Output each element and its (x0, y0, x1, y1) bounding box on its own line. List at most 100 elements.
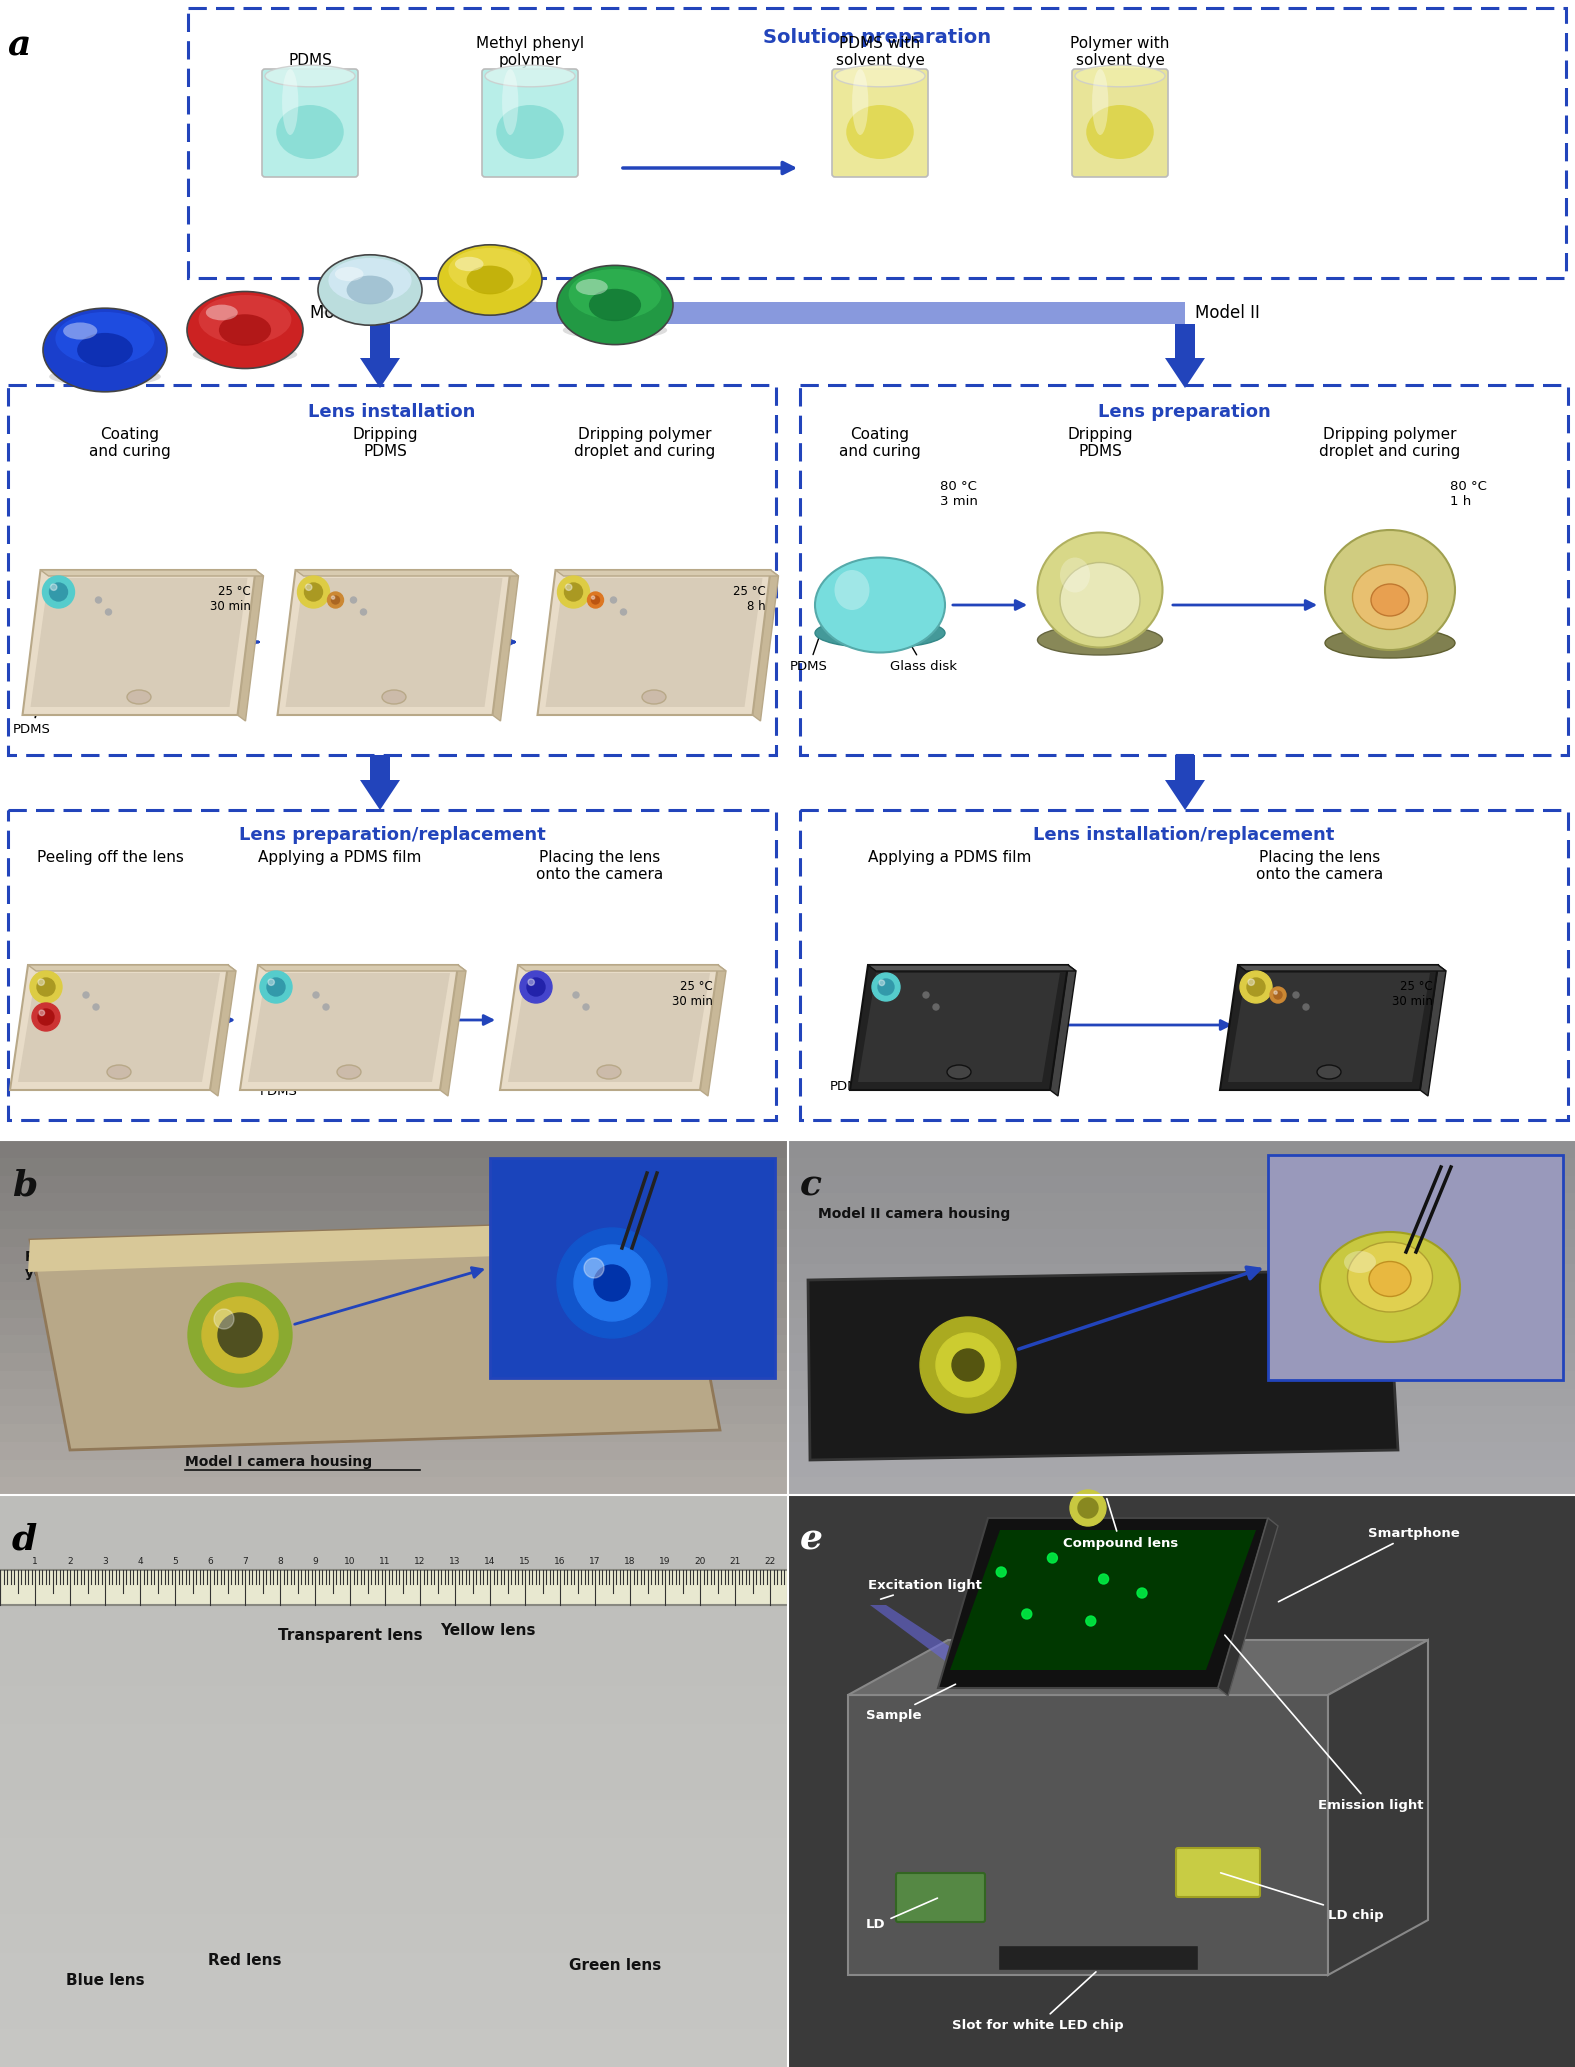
Bar (788, 1246, 1575, 1265)
Polygon shape (808, 1269, 1399, 1459)
Bar (0, 1158, 788, 1176)
Polygon shape (1166, 754, 1205, 810)
Text: 9: 9 (312, 1556, 318, 1567)
Polygon shape (22, 570, 255, 715)
Ellipse shape (449, 248, 532, 294)
Text: 12: 12 (414, 1556, 425, 1567)
Circle shape (331, 595, 335, 599)
Bar (788, 1406, 1575, 1424)
Ellipse shape (329, 258, 411, 302)
Polygon shape (361, 325, 400, 389)
Text: PDMS: PDMS (260, 1038, 298, 1098)
Text: 19: 19 (660, 1556, 671, 1567)
Polygon shape (847, 1639, 1429, 1695)
FancyBboxPatch shape (490, 1158, 775, 1379)
Bar (788, 1459, 1575, 1478)
Text: Applying a PDMS film: Applying a PDMS film (868, 850, 1032, 864)
Text: 5: 5 (172, 1556, 178, 1567)
Text: PDMS with
solvent dye: PDMS with solvent dye (836, 35, 925, 68)
Circle shape (83, 992, 90, 998)
Text: Methyl phenyl
polymer: Methyl phenyl polymer (476, 35, 584, 68)
Bar (788, 1141, 1575, 1158)
Text: Model II camera housing: Model II camera housing (817, 1207, 1010, 1222)
Text: Model I: Model I (310, 304, 370, 322)
Text: Placing the lens
onto the camera: Placing the lens onto the camera (537, 850, 663, 883)
Polygon shape (296, 570, 518, 577)
Text: 80 °C
3 min: 80 °C 3 min (940, 480, 978, 508)
Bar (788, 1282, 1575, 1300)
Bar (0, 1571, 788, 1610)
Text: PDMS: PDMS (13, 616, 63, 736)
Circle shape (951, 1350, 984, 1381)
Text: Lens installation/replacement: Lens installation/replacement (1033, 827, 1334, 843)
Circle shape (298, 577, 329, 608)
FancyBboxPatch shape (1177, 1848, 1260, 1898)
Ellipse shape (383, 690, 406, 705)
Polygon shape (753, 570, 778, 721)
Text: Polymer dyed
with yellow solvent: Polymer dyed with yellow solvent (843, 1387, 994, 1449)
Ellipse shape (1060, 558, 1090, 593)
Circle shape (313, 992, 320, 998)
Ellipse shape (1325, 628, 1455, 657)
Circle shape (592, 595, 600, 604)
Circle shape (187, 1284, 291, 1387)
Bar (788, 1176, 1575, 1193)
Polygon shape (1228, 974, 1430, 1081)
Ellipse shape (318, 254, 422, 325)
Ellipse shape (589, 289, 641, 320)
Ellipse shape (466, 265, 513, 294)
Ellipse shape (206, 304, 238, 320)
Bar (788, 1317, 1575, 1335)
Text: Blue lens: Blue lens (66, 1974, 145, 1988)
Circle shape (1047, 1552, 1057, 1563)
Circle shape (1069, 1490, 1106, 1525)
Circle shape (43, 577, 74, 608)
Polygon shape (1166, 325, 1205, 389)
Text: Lens preparation/replacement: Lens preparation/replacement (239, 827, 545, 843)
Circle shape (558, 577, 589, 608)
Text: Solution preparation: Solution preparation (762, 29, 991, 48)
Text: 15: 15 (520, 1556, 531, 1567)
Circle shape (1269, 988, 1287, 1002)
Ellipse shape (49, 368, 161, 387)
Polygon shape (30, 579, 247, 707)
Bar (0, 1494, 788, 1534)
Circle shape (50, 585, 57, 591)
Bar (788, 1300, 1575, 1317)
Bar (788, 1211, 1575, 1228)
Ellipse shape (947, 1065, 972, 1079)
Polygon shape (28, 965, 236, 971)
Bar (0, 1838, 788, 1877)
Circle shape (39, 1011, 44, 1015)
Polygon shape (556, 570, 778, 577)
Polygon shape (1051, 965, 1076, 1096)
Ellipse shape (576, 279, 608, 296)
Polygon shape (1221, 965, 1438, 1089)
Bar (0, 1443, 788, 1459)
Circle shape (106, 610, 112, 616)
Polygon shape (238, 570, 263, 721)
Text: Lens preparation: Lens preparation (1098, 403, 1271, 422)
Polygon shape (30, 1220, 720, 1449)
Text: 25 °C
30 min: 25 °C 30 min (673, 980, 713, 1009)
Circle shape (1077, 1499, 1098, 1517)
Text: Dripping polymer
droplet and curing: Dripping polymer droplet and curing (1320, 428, 1460, 459)
Bar (0, 1176, 788, 1193)
Bar (0, 1459, 788, 1478)
Text: 13: 13 (449, 1556, 461, 1567)
Text: 2: 2 (68, 1556, 72, 1567)
Bar (788, 1141, 1575, 1494)
Text: Dripping polymer
droplet and curing: Dripping polymer droplet and curing (575, 428, 715, 459)
Bar (0, 1335, 788, 1354)
Text: 7: 7 (243, 1556, 247, 1567)
Ellipse shape (1038, 533, 1162, 647)
Circle shape (1099, 1573, 1109, 1583)
Ellipse shape (198, 296, 291, 343)
Circle shape (528, 978, 545, 996)
Bar (0, 1991, 788, 2030)
Circle shape (96, 597, 101, 604)
Polygon shape (361, 754, 400, 810)
Text: 4: 4 (137, 1556, 143, 1567)
Bar (788, 1228, 1575, 1246)
Bar (0, 1406, 788, 1424)
